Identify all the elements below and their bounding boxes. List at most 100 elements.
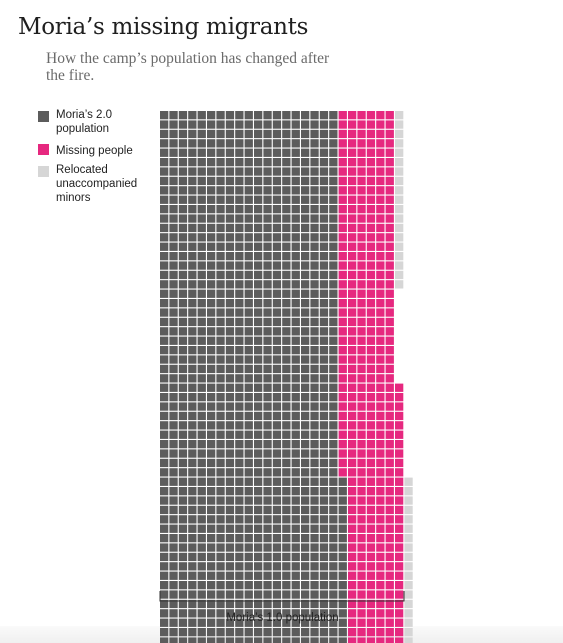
waffle-cell-population [263,270,272,280]
waffle-cell-population [216,505,225,515]
waffle-cell-population [263,148,272,157]
waffle-cell-missing [348,289,357,298]
waffle-cell-population [310,205,319,214]
waffle-cell-population [254,618,263,627]
waffle-cell-population [282,534,291,543]
waffle-cell-missing [357,534,366,543]
waffle-cell-missing [366,383,376,392]
waffle-cell-population [301,346,310,355]
waffle-cell-population [282,496,291,505]
waffle-cell-population [263,618,272,627]
waffle-cell-minors [395,270,404,280]
chart-subtitle: How the camp’s population has changed af… [46,50,330,84]
waffle-cell-population [310,374,319,383]
waffle-cell-population [263,609,272,618]
waffle-cell-population [263,552,272,562]
waffle-cell-population [319,148,329,157]
waffle-cell-population [225,421,235,430]
waffle-cell-missing [348,487,357,496]
waffle-cell-missing [348,139,357,148]
waffle-cell-population [197,120,206,129]
waffle-cell-population [263,487,272,496]
waffle-cell-population [235,477,244,486]
waffle-cell-population [169,280,178,289]
waffle-cell-population [188,637,197,643]
waffle-cell-population [310,186,319,195]
waffle-cell-population [235,289,244,298]
waffle-cell-missing [376,261,385,270]
waffle-cell-missing [366,223,376,233]
waffle-cell-population [207,599,216,609]
waffle-cell-missing [376,590,385,599]
waffle-cell-population [254,534,263,543]
waffle-cell-minors [395,158,404,167]
waffle-cell-population [160,355,169,364]
waffle-cell-population [310,402,319,411]
waffle-cell-missing [366,299,376,308]
waffle-cell-population [319,458,329,468]
waffle-cell-population [272,167,282,176]
waffle-cell-population [178,599,188,609]
waffle-cell-population [188,430,197,439]
waffle-cell-population [263,317,272,327]
waffle-cell-population [301,167,310,176]
waffle-cell-population [319,111,329,120]
waffle-cell-population [254,487,263,496]
waffle-cell-population [188,270,197,280]
waffle-cell-population [329,355,338,364]
waffle-cell-missing [376,421,385,430]
waffle-cell-population [188,148,197,157]
waffle-cell-population [178,252,188,261]
waffle-cell-population [291,346,300,355]
waffle-cell-population [160,346,169,355]
waffle-cell-missing [385,120,394,129]
waffle-cell-missing [348,364,357,374]
waffle-cell-population [207,289,216,298]
waffle-cell-population [178,261,188,270]
waffle-cell-population [178,308,188,317]
waffle-cell-population [225,440,235,449]
waffle-cell-population [169,129,178,139]
waffle-cell-population [254,449,263,458]
waffle-cell-missing [376,299,385,308]
waffle-cell-missing [357,317,366,327]
waffle-cell-population [310,355,319,364]
waffle-cell-population [216,336,225,345]
waffle-cell-population [254,261,263,270]
waffle-cell-minors [395,261,404,270]
waffle-cell-population [272,581,282,590]
waffle-cell-population [254,393,263,402]
waffle-cell-missing [366,308,376,317]
waffle-cell-population [244,336,253,345]
waffle-cell-population [272,637,282,643]
waffle-cell-population [319,524,329,533]
waffle-cell-population [282,336,291,345]
waffle-cell-population [244,252,253,261]
waffle-cell-missing [357,524,366,533]
waffle-cell-population [301,411,310,421]
waffle-cell-population [160,205,169,214]
waffle-cell-missing [395,402,404,411]
waffle-cell-population [216,233,225,242]
waffle-cell-missing [366,571,376,580]
waffle-cell-population [319,543,329,552]
waffle-cell-missing [395,534,404,543]
waffle-cell-population [329,590,338,599]
waffle-cell-population [244,317,253,327]
waffle-cell-population [207,505,216,515]
waffle-cell-population [207,346,216,355]
waffle-cell-population [244,383,253,392]
waffle-cell-population [188,139,197,148]
waffle-cell-population [272,129,282,139]
waffle-cell-missing [366,364,376,374]
waffle-cell-population [197,524,206,533]
waffle-cell-population [225,317,235,327]
waffle-cell-population [310,411,319,421]
waffle-cell-population [319,402,329,411]
waffle-cell-missing [366,599,376,609]
waffle-cell-population [329,374,338,383]
waffle-cell-missing [385,148,394,157]
waffle-cell-missing [376,393,385,402]
waffle-cell-missing [357,487,366,496]
waffle-cell-population [169,336,178,345]
